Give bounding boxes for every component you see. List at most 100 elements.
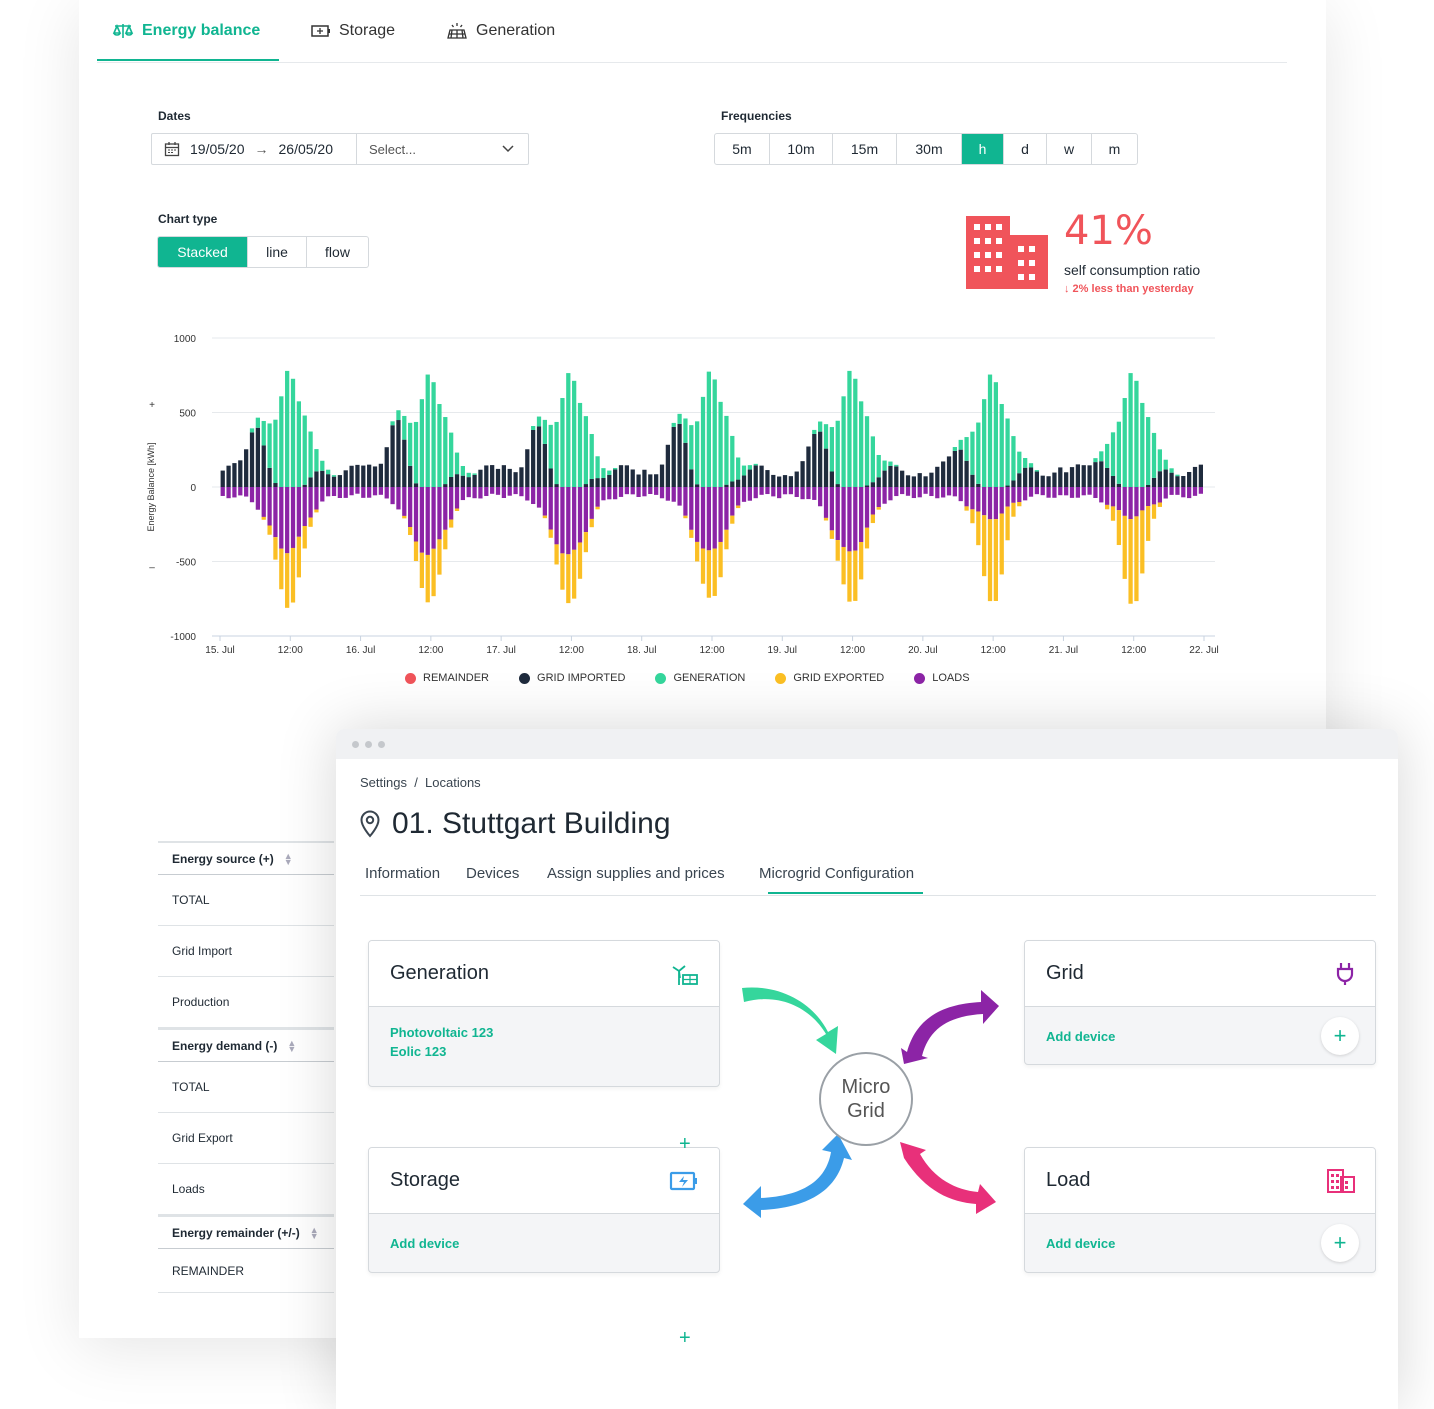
tab-energy-balance[interactable]: Energy balance bbox=[112, 22, 260, 40]
date-range-field[interactable]: 19/05/20 → 26/05/20 bbox=[152, 134, 357, 164]
bar-generation bbox=[320, 460, 325, 471]
legend-item[interactable]: GRID EXPORTED bbox=[775, 672, 884, 684]
bar-grid-imported bbox=[648, 474, 653, 487]
tab-assign-supplies[interactable]: Assign supplies and prices bbox=[547, 865, 725, 882]
freq-30m-button[interactable]: 30m bbox=[897, 134, 962, 164]
grid-flow-arrow bbox=[901, 990, 999, 1064]
freq-15m-button[interactable]: 15m bbox=[833, 134, 897, 164]
freq-m-button[interactable]: m bbox=[1108, 141, 1121, 157]
device-link-photovoltaic[interactable]: Photovoltaic 123 bbox=[390, 1025, 494, 1040]
table-row: TOTAL bbox=[158, 1062, 334, 1113]
add-device-link[interactable]: Add device bbox=[390, 1235, 460, 1251]
table-row: Loads bbox=[158, 1164, 334, 1215]
table-section-header[interactable]: Energy source (+) ▲ ▼ bbox=[158, 841, 334, 875]
bar-grid-imported bbox=[806, 446, 811, 487]
bar-grid-exported bbox=[841, 546, 846, 585]
bar-grid-imported bbox=[244, 449, 249, 487]
bar-generation bbox=[443, 417, 448, 485]
legend-dot bbox=[519, 672, 531, 684]
card-header: Grid bbox=[1025, 941, 1375, 1007]
table-section-header[interactable]: Energy remainder (+/-) ▲ ▼ bbox=[158, 1215, 334, 1249]
bar-loads bbox=[460, 487, 465, 501]
bar-grid-imported bbox=[1075, 464, 1080, 487]
bar-grid-imported bbox=[220, 470, 225, 487]
bar-grid-imported bbox=[337, 475, 342, 487]
chart-type-flow-button[interactable]: flow bbox=[325, 244, 350, 260]
bar-generation bbox=[1093, 458, 1098, 463]
add-storage-plus[interactable]: + bbox=[679, 1133, 691, 1155]
bar-grid-exported bbox=[443, 529, 448, 550]
bar-grid-imported bbox=[736, 479, 741, 487]
bar-generation bbox=[1011, 436, 1016, 481]
bar-generation bbox=[267, 423, 272, 468]
bar-grid-imported bbox=[636, 474, 641, 487]
add-card-plus[interactable]: + bbox=[679, 1327, 691, 1349]
sort-icon[interactable]: ▲ ▼ bbox=[287, 1037, 297, 1054]
bar-grid-imported bbox=[413, 483, 419, 487]
bar-loads bbox=[1093, 487, 1098, 498]
bar-loads bbox=[818, 487, 823, 507]
window-dot[interactable] bbox=[378, 740, 385, 748]
bar-loads bbox=[279, 487, 284, 549]
bar-loads bbox=[841, 487, 846, 547]
tab-devices[interactable]: Devices bbox=[466, 865, 520, 882]
freq-5m-button[interactable]: 5m bbox=[715, 134, 770, 164]
generation-card: Generation Photovoltaic 123 Eolic 123 bbox=[368, 940, 720, 1087]
bar-grid-imported bbox=[607, 474, 612, 487]
freq-h-button[interactable]: h bbox=[962, 134, 1004, 164]
bar-loads bbox=[946, 487, 952, 496]
bar-loads bbox=[835, 487, 840, 541]
window-dot[interactable] bbox=[352, 740, 359, 748]
legend-item[interactable]: GRID IMPORTED bbox=[519, 672, 625, 684]
building-icon bbox=[1327, 1168, 1355, 1193]
breadcrumb[interactable]: Settings / Locations bbox=[360, 775, 481, 790]
bar-grid-imported bbox=[759, 465, 764, 487]
freq-w-button[interactable]: w bbox=[1047, 134, 1092, 164]
bar-generation bbox=[741, 465, 747, 476]
bar-loads bbox=[472, 487, 477, 499]
bar-generation bbox=[1017, 451, 1022, 474]
bar-grid-imported bbox=[1099, 461, 1104, 487]
bar-grid-imported bbox=[1087, 465, 1092, 487]
window-dot[interactable] bbox=[365, 740, 372, 748]
device-link-eolic[interactable]: Eolic 123 bbox=[390, 1044, 447, 1059]
bar-loads bbox=[894, 487, 899, 497]
sort-icon[interactable]: ▲ ▼ bbox=[309, 1224, 319, 1241]
bar-loads bbox=[730, 487, 735, 516]
bar-grid-imported bbox=[829, 471, 834, 487]
date-range-picker[interactable]: 19/05/20 → 26/05/20 Select... bbox=[151, 133, 529, 165]
sort-icon[interactable]: ▲ ▼ bbox=[283, 850, 293, 867]
legend-item[interactable]: REMAINDER bbox=[405, 672, 489, 684]
bar-grid-exported bbox=[413, 541, 419, 561]
chart-type-stacked-button[interactable]: Stacked bbox=[158, 237, 248, 267]
preset-select[interactable]: Select... bbox=[357, 142, 528, 157]
bar-grid-imported bbox=[1192, 466, 1198, 487]
bar-grid-imported bbox=[308, 477, 313, 487]
bar-generation bbox=[261, 420, 266, 446]
bar-generation bbox=[1146, 417, 1151, 485]
freq-10m-button[interactable]: 10m bbox=[770, 134, 833, 164]
bar-grid-imported bbox=[946, 456, 952, 487]
tab-storage[interactable]: Storage bbox=[311, 22, 395, 40]
building-icon bbox=[966, 216, 1048, 289]
table-section-header[interactable]: Energy demand (-) ▲ ▼ bbox=[158, 1028, 334, 1062]
bar-grid-exported bbox=[859, 542, 864, 580]
legend-item[interactable]: GENERATION bbox=[655, 672, 745, 684]
tab-generation[interactable]: Generation bbox=[446, 22, 555, 40]
add-device-link[interactable]: Add device bbox=[1046, 1028, 1116, 1044]
legend-item[interactable]: LOADS bbox=[914, 672, 970, 684]
add-device-link[interactable]: Add device bbox=[1046, 1235, 1116, 1251]
table-row: Grid Import bbox=[158, 926, 334, 977]
add-device-button[interactable]: + bbox=[1321, 1224, 1359, 1262]
freq-d-button[interactable]: d bbox=[1004, 134, 1047, 164]
bar-generation bbox=[952, 447, 957, 451]
bar-grid-imported bbox=[484, 465, 489, 487]
add-device-button[interactable]: + bbox=[1321, 1017, 1359, 1055]
tab-microgrid-configuration[interactable]: Microgrid Configuration bbox=[759, 865, 915, 882]
bar-loads bbox=[695, 487, 700, 542]
card-title: Storage bbox=[390, 1169, 461, 1191]
tab-information[interactable]: Information bbox=[365, 865, 441, 882]
bar-grid-imported bbox=[525, 449, 530, 487]
bar-grid-imported bbox=[1011, 480, 1016, 487]
chart-type-line-button[interactable]: line bbox=[248, 237, 307, 267]
